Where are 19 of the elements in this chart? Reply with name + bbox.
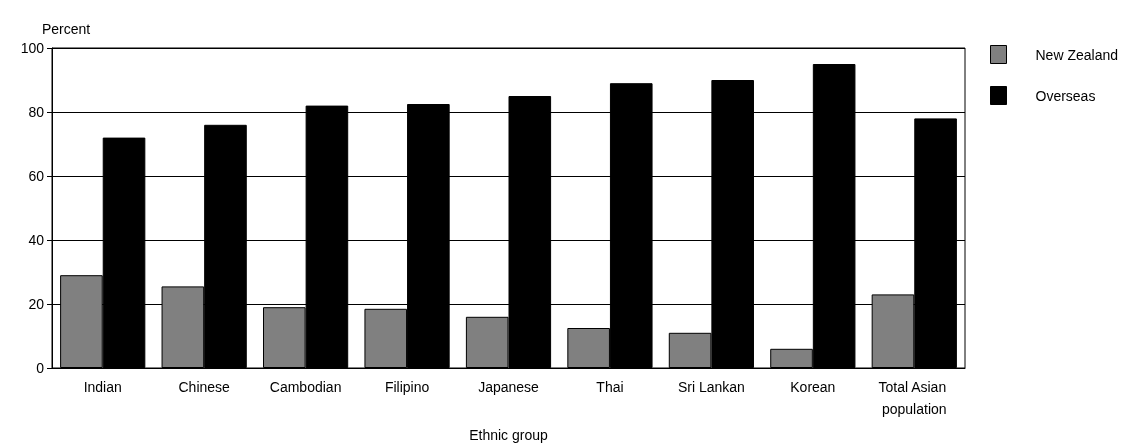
y-tick-label: 80 xyxy=(28,104,45,120)
x-tick-label: Sri Lankan xyxy=(677,379,745,395)
y-tick-label: 0 xyxy=(36,360,45,376)
y-tick-label: 100 xyxy=(20,40,45,56)
x-tick-label: Thai xyxy=(596,379,624,395)
x-tick-label: Filipino xyxy=(384,379,430,395)
y-tick-label: 60 xyxy=(28,168,45,184)
legend-label: New Zealand xyxy=(1035,46,1118,63)
x-tick-label: Chinese xyxy=(178,379,231,395)
x-tick-label: Japanese xyxy=(478,379,540,395)
legend-label: Overseas xyxy=(1035,87,1096,104)
x-tick-label: Cambodian xyxy=(269,379,342,395)
y-tick-label: 20 xyxy=(28,296,45,312)
x-tick-label: Korean xyxy=(790,379,836,395)
x-tick-label: Total Asian population xyxy=(878,379,951,417)
x-axis-title: Ethnic group xyxy=(469,427,549,443)
y-axis-title: Percent xyxy=(42,21,91,37)
x-tick-label: Indian xyxy=(83,379,122,395)
y-tick-label: 40 xyxy=(28,232,45,248)
